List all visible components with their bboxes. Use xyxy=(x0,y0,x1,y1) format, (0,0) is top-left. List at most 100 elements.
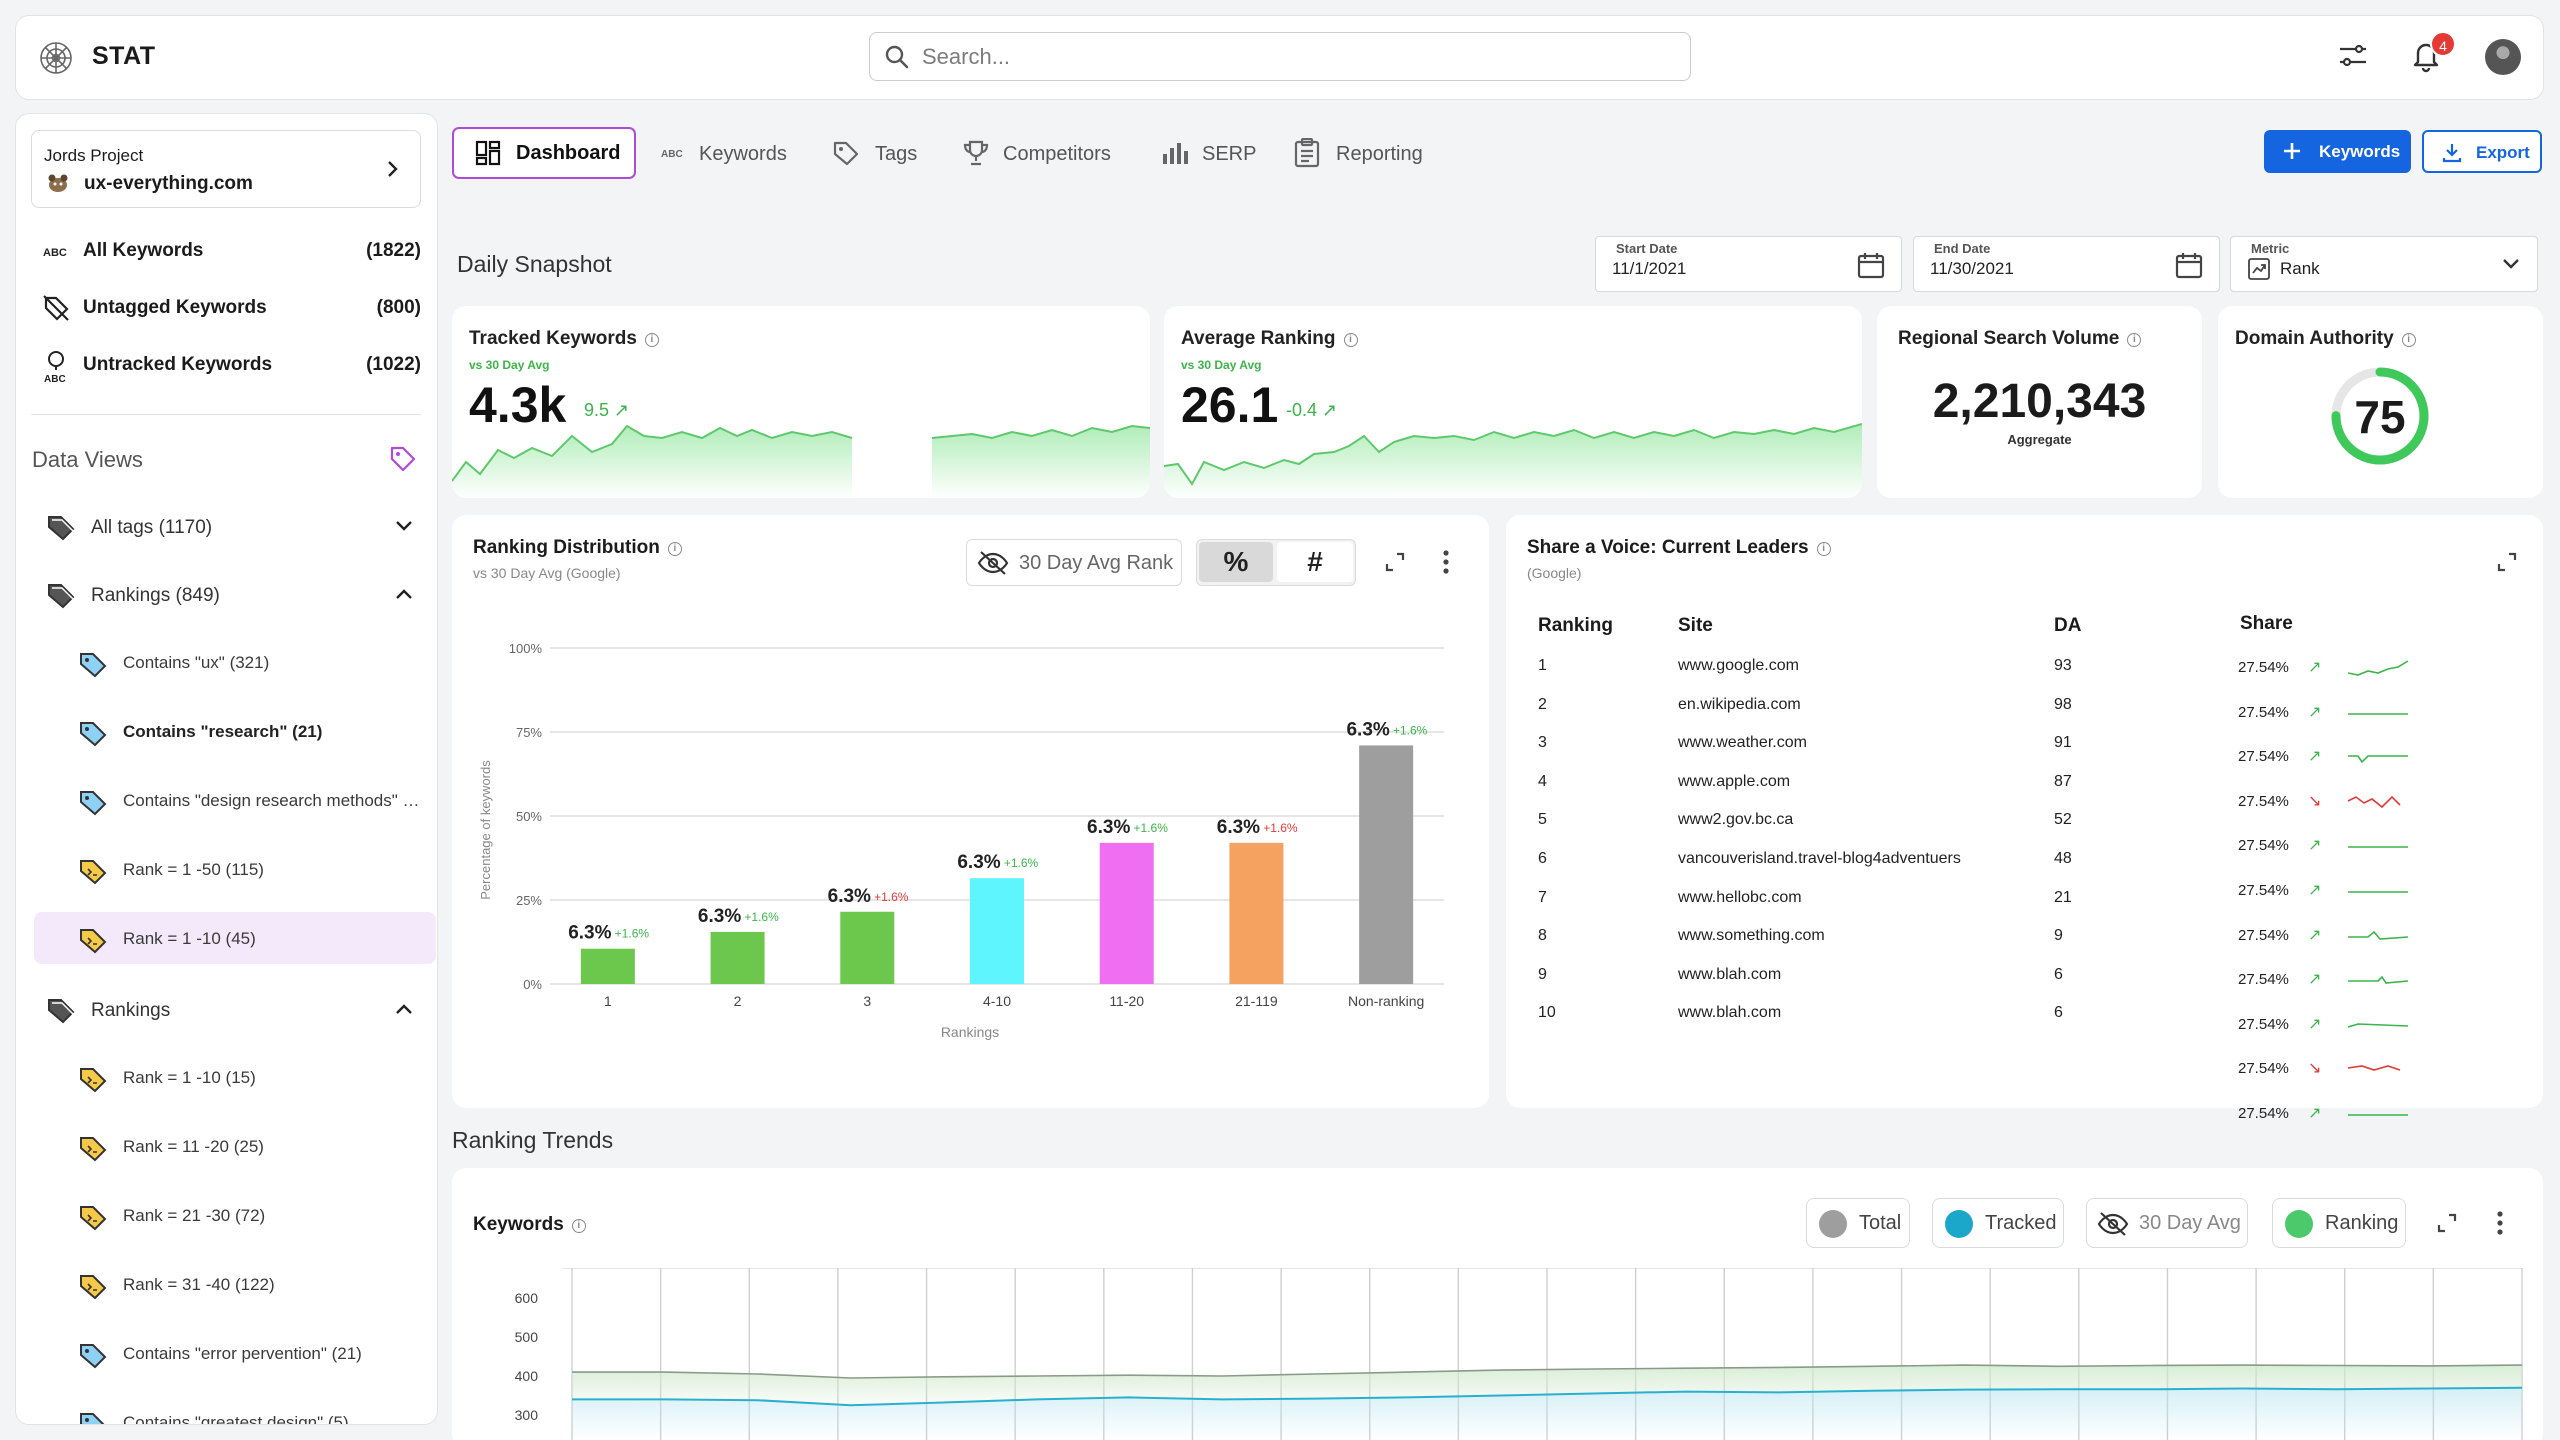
table-row[interactable]: 1 www.google.com 93 xyxy=(1538,657,2438,695)
notifications-bell-icon[interactable] xyxy=(2409,38,2443,74)
y-tick-label: 0% xyxy=(523,977,542,992)
rank-cell: 4 xyxy=(1538,772,1547,790)
tab-tags[interactable]: Tags xyxy=(832,127,932,179)
search-box[interactable] xyxy=(869,32,1691,81)
legend-30-day-avg[interactable]: 30 Day Avg xyxy=(2086,1198,2248,1248)
average-ranking-value: 26.1 xyxy=(1181,377,1279,433)
info-icon[interactable]: i xyxy=(667,542,682,556)
tag-rank-1-10-selected[interactable]: Rank = 1 -10 (45) xyxy=(34,912,436,964)
tag-rank-11-20[interactable]: Rank = 11 -20 (25) xyxy=(34,1120,436,1172)
all-tags-dropdown[interactable]: All tags (1170) xyxy=(36,501,426,553)
table-row[interactable]: 7 www.hellobc.com 21 xyxy=(1538,889,2438,927)
info-icon[interactable]: i xyxy=(644,333,659,347)
legend-total[interactable]: Total xyxy=(1806,1198,1910,1248)
untracked-keywords-label: Untracked Keywords xyxy=(83,354,273,375)
tab-keywords[interactable]: ABC Keywords xyxy=(661,127,801,179)
more-vertical-icon[interactable] xyxy=(2496,1210,2504,1236)
add-keywords-button[interactable]: Keywords xyxy=(2264,130,2411,173)
30-day-avg-rank-toggle[interactable]: 30 Day Avg Rank xyxy=(966,539,1182,586)
calendar-icon[interactable] xyxy=(1857,251,1885,279)
site-cell: www.google.com xyxy=(1678,657,1799,674)
tag-contains-design-research-methods[interactable]: Contains "design research methods" (8) xyxy=(34,774,436,826)
tab-reporting[interactable]: Reporting xyxy=(1294,127,1434,179)
metric-chart-icon xyxy=(2247,257,2271,281)
bar-delta-label: +1.6% xyxy=(1393,723,1428,737)
bar-Non-ranking xyxy=(1359,745,1414,984)
info-icon[interactable]: i xyxy=(571,1219,586,1233)
rank-cell: 7 xyxy=(1538,888,1547,906)
add-tag-icon[interactable] xyxy=(388,444,418,474)
user-avatar[interactable] xyxy=(2485,39,2521,75)
keywords-chart-title: Keywords i xyxy=(473,1214,586,1236)
info-icon[interactable]: i xyxy=(2401,333,2416,347)
tab-serp[interactable]: SERP xyxy=(1161,127,1261,179)
expand-icon[interactable] xyxy=(2436,1212,2458,1234)
count-toggle-button[interactable]: # xyxy=(1277,542,1353,582)
tab-label: Competitors xyxy=(1003,143,1111,165)
tag-rank-31-40[interactable]: Rank = 31 -40 (122) xyxy=(34,1258,436,1310)
chevron-down-icon[interactable] xyxy=(2501,257,2521,271)
tab-dashboard[interactable]: Dashboard xyxy=(452,127,636,179)
share-cell: 27.54% ↗ xyxy=(2238,969,2438,993)
da-cell: 93 xyxy=(2054,657,2072,674)
filters-icon[interactable] xyxy=(2336,40,2370,72)
tag-rank-1-10[interactable]: Rank = 1 -10 (15) xyxy=(34,1051,436,1103)
tab-competitors[interactable]: Competitors xyxy=(962,127,1122,179)
untracked-keywords-link[interactable]: ABC Untracked Keywords (1022) xyxy=(41,344,421,384)
tag-contains-ux[interactable]: Contains "ux" (321) xyxy=(34,636,436,688)
info-icon[interactable]: i xyxy=(2127,333,2142,347)
percent-count-toggle[interactable]: % # xyxy=(1196,539,1356,586)
table-row[interactable]: 6 vancouverisland.travel-blog4adventuers 4… xyxy=(1538,850,2438,888)
tag-rank-1-50[interactable]: Rank = 1 -50 (115) xyxy=(34,843,436,895)
chevron-down-icon[interactable] xyxy=(394,519,414,533)
legend-ranking[interactable]: Ranking xyxy=(2272,1198,2406,1248)
table-row[interactable]: 9 www.blah.com 6 xyxy=(1538,966,2438,1004)
table-row[interactable]: 2 en.wikipedia.com 98 xyxy=(1538,696,2438,734)
table-row[interactable]: 8 www.something.com 9 xyxy=(1538,927,2438,965)
untagged-keywords-link[interactable]: Untagged Keywords (800) xyxy=(41,287,421,327)
table-row[interactable]: 3 www.weather.com 91 xyxy=(1538,734,2438,772)
bar-4-10 xyxy=(970,878,1024,984)
tag-contains-greatest-design[interactable]: Contains "greatest design" (5) xyxy=(34,1396,436,1424)
start-date-field[interactable]: Start Date 11/1/2021 xyxy=(1595,236,1902,292)
end-date-field[interactable]: End Date 11/30/2021 xyxy=(1913,236,2220,292)
more-vertical-icon[interactable] xyxy=(1442,549,1450,575)
metric-select[interactable]: Metric Rank xyxy=(2230,236,2538,292)
calendar-icon[interactable] xyxy=(2175,251,2203,279)
rankings-849-group[interactable]: Rankings (849) xyxy=(36,569,426,621)
legend-tracked[interactable]: Tracked xyxy=(1932,1198,2064,1248)
rankings-group[interactable]: Rankings xyxy=(36,984,426,1036)
expand-icon[interactable] xyxy=(2496,551,2518,573)
share-cell: 27.54% ↗ xyxy=(2238,702,2438,726)
expand-icon[interactable] xyxy=(1384,551,1406,573)
bar-2 xyxy=(710,931,765,984)
site-cell: vancouverisland.travel-blog4adventuers xyxy=(1678,850,1961,867)
share-cell: 27.54% ↗ xyxy=(2238,880,2438,904)
all-keywords-link[interactable]: ABC All Keywords (1822) xyxy=(41,230,421,270)
tracked-area xyxy=(572,1387,2522,1440)
bar-value-label: 6.3% xyxy=(1217,817,1260,838)
percent-toggle-button[interactable]: % xyxy=(1199,542,1273,582)
ranking-distribution-card: Ranking Distribution i vs 30 Day Avg (Goo… xyxy=(452,515,1489,1108)
tag-contains-error-pervention[interactable]: Contains "error pervention" (21) xyxy=(34,1327,436,1379)
info-icon[interactable]: i xyxy=(1816,542,1831,556)
clipboard-icon xyxy=(1294,138,1320,168)
chevron-up-icon[interactable] xyxy=(394,1002,414,1016)
chevron-right-icon[interactable] xyxy=(382,159,402,179)
info-icon[interactable]: i xyxy=(1343,333,1358,347)
project-selector[interactable]: Jords Project ux-everything.com xyxy=(31,130,421,208)
share-value: 27.54% xyxy=(2238,837,2289,855)
chevron-up-icon[interactable] xyxy=(394,587,414,601)
table-row[interactable]: 4 www.apple.com 87 xyxy=(1538,773,2438,811)
tag-rank-21-30[interactable]: Rank = 21 -30 (72) xyxy=(34,1189,436,1241)
stat-logo-icon[interactable] xyxy=(38,40,74,76)
tag-contains-research[interactable]: Contains "research" (21) xyxy=(34,705,436,757)
table-row[interactable]: 5 www2.gov.bc.ca 52 xyxy=(1538,811,2438,849)
export-button[interactable]: Export xyxy=(2422,130,2542,173)
tracked-keywords-card: Tracked Keywords i vs 30 Day Avg 4.3k 9.5… xyxy=(452,306,1150,498)
share-sparkline xyxy=(2348,846,2408,849)
legend-label: Tracked xyxy=(1985,1212,2057,1234)
table-row[interactable]: 10 www.blah.com 6 xyxy=(1538,1004,2438,1042)
search-input[interactable] xyxy=(922,43,1662,71)
bar-value-label: 6.3% xyxy=(957,852,1000,873)
